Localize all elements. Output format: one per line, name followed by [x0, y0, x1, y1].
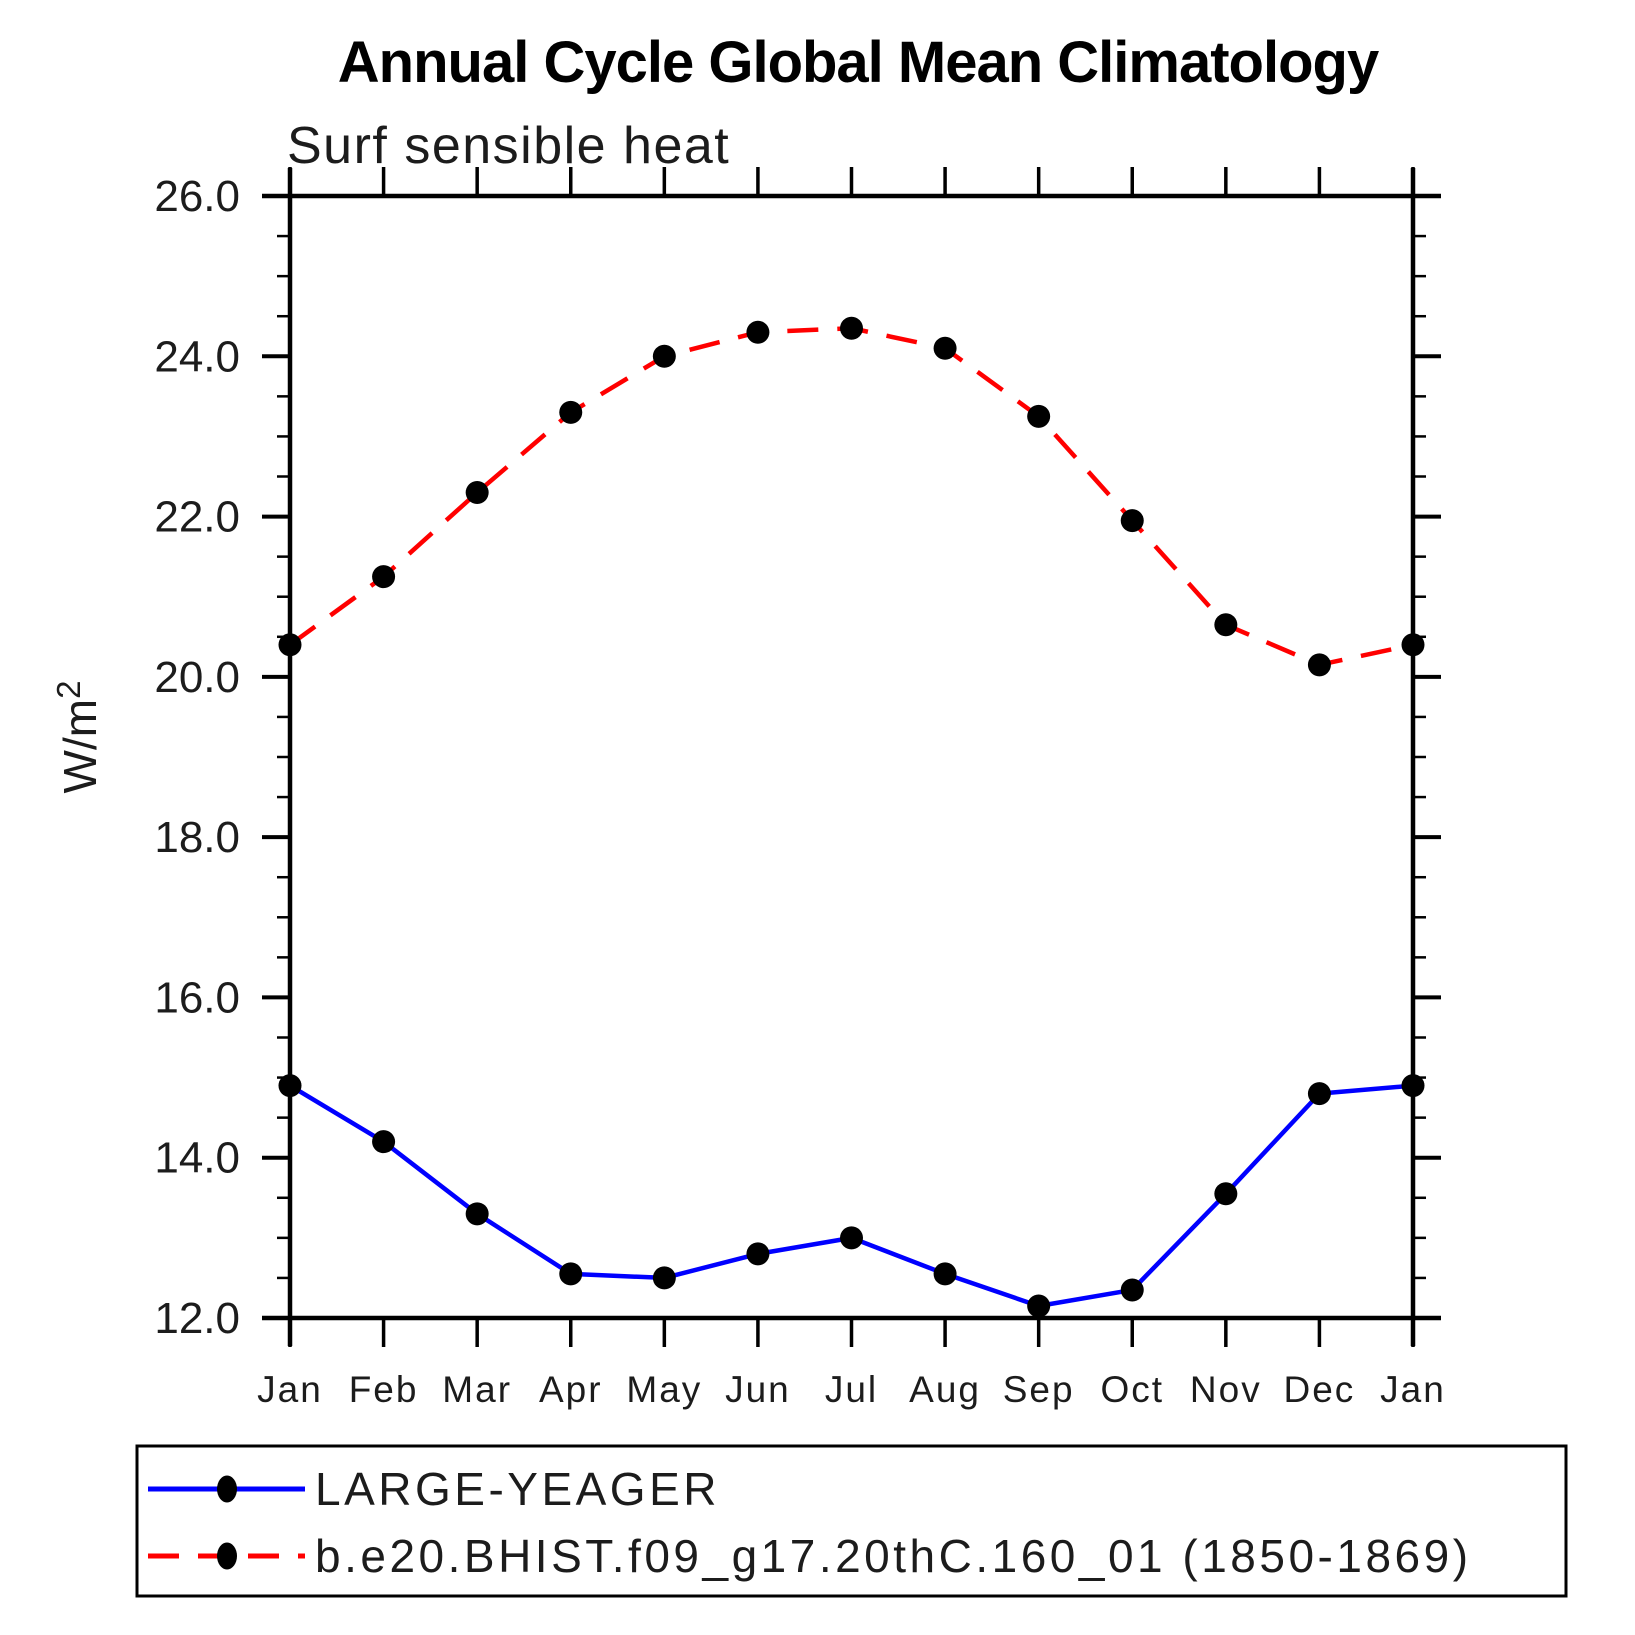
chart-title: Annual Cycle Global Mean Climatology	[338, 30, 1379, 95]
x-tick-label: May	[626, 1369, 702, 1410]
x-tick-label: Jan	[1380, 1369, 1446, 1410]
legend-label: LARGE-YEAGER	[315, 1463, 720, 1515]
data-point-marker	[933, 336, 957, 360]
legend-marker	[217, 1475, 237, 1503]
x-tick-label: Aug	[909, 1369, 981, 1410]
data-point-marker	[1307, 1082, 1331, 1106]
chart-subtitle: Surf sensible heat	[287, 117, 730, 175]
data-point-marker	[1214, 613, 1238, 637]
series-line-model	[288, 325, 1414, 668]
plot-axes	[262, 167, 1441, 1347]
data-point-marker	[1120, 509, 1144, 533]
x-tick-label: Sep	[1003, 1369, 1075, 1410]
y-tick-label: 22.0	[154, 493, 240, 542]
data-point-marker	[465, 481, 489, 505]
data-point-marker	[1401, 633, 1425, 657]
y-tick-label: 24.0	[154, 332, 240, 381]
series-line-large-yeager	[288, 1083, 1414, 1309]
data-point-marker	[1120, 1278, 1144, 1302]
data-point-marker	[559, 400, 583, 424]
y-axis-title-base: W/m	[54, 699, 106, 794]
x-tick-label: Oct	[1100, 1369, 1164, 1410]
data-point-marker	[278, 633, 302, 657]
axis-labels: Jan Feb Mar Apr May Jun Jul Aug Sep Oct Nov Dec Jan 1…	[154, 172, 1446, 1410]
y-tick-label: 18.0	[154, 813, 240, 862]
x-tick-label: Mar	[442, 1369, 512, 1410]
y-tick-label: 20.0	[154, 653, 240, 702]
x-tick-label: Apr	[539, 1369, 603, 1410]
data-point-marker	[559, 1262, 583, 1286]
series-layer	[278, 316, 1425, 1318]
x-tick-label: Feb	[349, 1369, 419, 1410]
legend-box	[135, 1444, 1568, 1598]
data-point-marker	[278, 1074, 302, 1098]
data-point-marker	[1027, 1294, 1051, 1318]
data-point-marker	[465, 1202, 489, 1226]
x-tick-label: Nov	[1190, 1369, 1262, 1410]
y-tick-label: 26.0	[154, 172, 240, 221]
data-point-marker	[840, 316, 863, 340]
x-tick-label: Dec	[1284, 1369, 1356, 1410]
data-point-marker	[840, 1226, 863, 1250]
x-tick-label: Jan	[257, 1369, 323, 1410]
data-point-marker	[1027, 404, 1051, 428]
y-tick-label: 12.0	[154, 1294, 240, 1343]
data-point-marker	[746, 320, 770, 344]
data-point-marker	[1214, 1182, 1238, 1206]
legend-items: LARGE-YEAGER b.e20.BHIST.f09_g17.20thC.16…	[148, 1463, 1472, 1582]
data-point-marker	[1401, 1074, 1425, 1098]
data-point-marker	[1307, 653, 1331, 677]
data-point-marker	[652, 1266, 676, 1290]
legend-label: b.e20.BHIST.f09_g17.20thC.160_01 (1850-1…	[315, 1530, 1472, 1582]
data-point-marker	[372, 1130, 396, 1154]
data-point-marker	[933, 1262, 957, 1286]
y-axis-title-exponent: 2	[50, 681, 87, 699]
x-tick-label: Jun	[725, 1369, 791, 1410]
data-point-marker	[372, 565, 396, 589]
legend-marker	[217, 1542, 237, 1570]
y-tick-label: 16.0	[154, 973, 240, 1022]
data-point-marker	[746, 1242, 770, 1266]
y-tick-label: 14.0	[154, 1134, 240, 1183]
x-tick-label: Jul	[825, 1369, 878, 1410]
data-point-marker	[652, 344, 676, 368]
y-axis-title: W/m2	[50, 681, 106, 794]
